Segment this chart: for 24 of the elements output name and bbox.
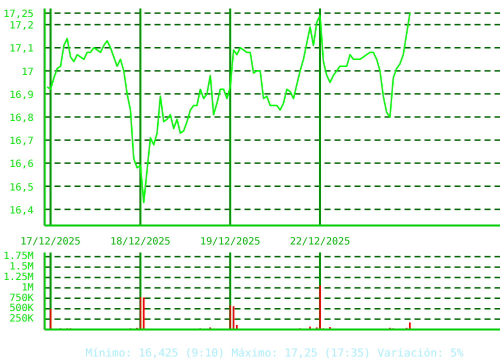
- y-tick-label: 1.75M: [3, 251, 34, 262]
- y-tick-label: 16,8: [9, 113, 34, 124]
- y-tick-label: 16,6: [9, 159, 34, 170]
- y-tick-label: 500K: [9, 303, 34, 314]
- y-tick-label: 16,9: [9, 90, 34, 101]
- x-tick-label: 22/12/2025: [290, 236, 350, 248]
- y-tick-label: 250K: [9, 314, 34, 325]
- y-tick-label: 1.5M: [9, 262, 34, 273]
- y-tick-label: 17,1: [9, 44, 34, 55]
- text: Variación: 5%: [377, 346, 464, 360]
- y-tick-label: 16,4: [9, 205, 34, 216]
- y-tick-label: 1.25M: [3, 272, 34, 283]
- y-tick-label: 750K: [9, 292, 34, 304]
- y-tick-label: 1M: [21, 282, 34, 294]
- x-tick-label: 17/12/2025: [20, 236, 81, 248]
- y-tick-label: 16,7: [9, 136, 34, 148]
- text: Mínimo: 16,425 (9:10): [86, 346, 225, 360]
- x-tick-label: 18/12/2025: [110, 236, 170, 248]
- y-tick-label: 17: [21, 66, 34, 78]
- y-tick-label: 17,25: [3, 9, 34, 20]
- y-tick-label: 17,2: [9, 20, 34, 32]
- x-tick-label: 19/12/2025: [200, 236, 260, 248]
- text: Máximo: 17,25 (17:35): [231, 346, 371, 360]
- y-tick-label: 16,5: [9, 182, 34, 194]
